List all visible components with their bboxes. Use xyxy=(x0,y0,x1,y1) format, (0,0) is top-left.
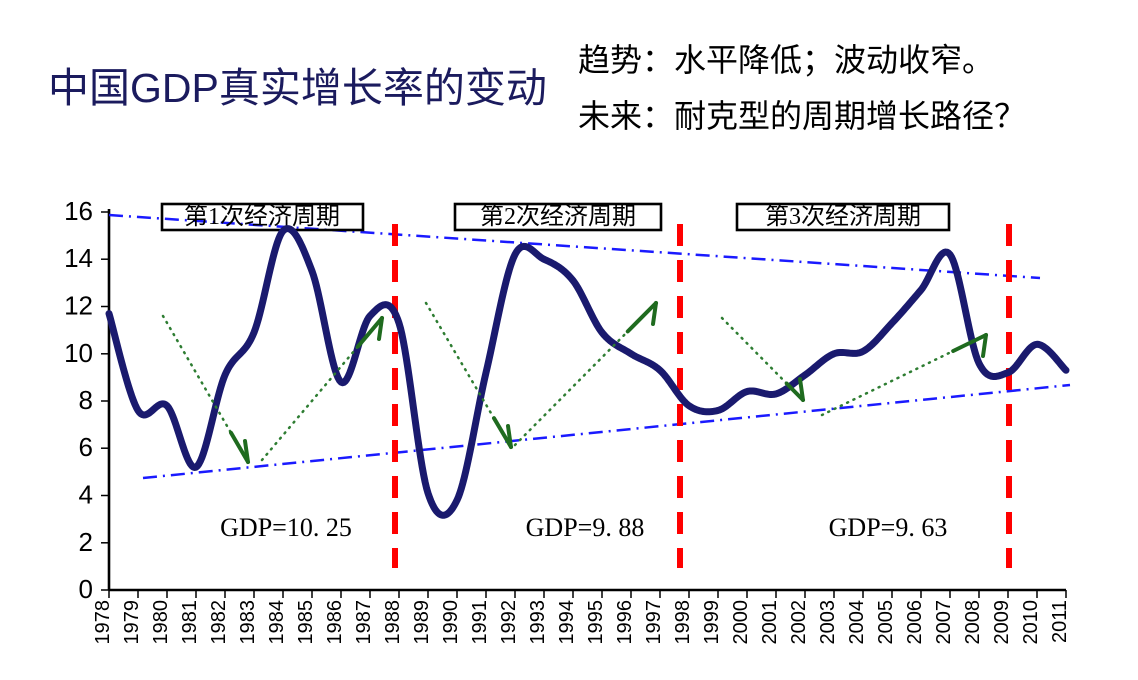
svg-text:1995: 1995 xyxy=(585,600,607,645)
svg-text:1990: 1990 xyxy=(440,600,462,645)
svg-text:第3次经济周期: 第3次经济周期 xyxy=(765,203,921,230)
svg-text:8: 8 xyxy=(79,385,93,415)
svg-text:1982: 1982 xyxy=(208,600,230,645)
svg-text:1988: 1988 xyxy=(382,600,404,645)
svg-text:2002: 2002 xyxy=(788,600,810,645)
svg-text:1998: 1998 xyxy=(672,600,694,645)
svg-text:2007: 2007 xyxy=(933,600,955,645)
svg-text:4: 4 xyxy=(79,480,93,510)
svg-text:2008: 2008 xyxy=(962,600,984,645)
svg-text:1985: 1985 xyxy=(295,600,317,645)
svg-text:2006: 2006 xyxy=(904,600,926,645)
svg-text:1979: 1979 xyxy=(121,600,143,645)
svg-text:2003: 2003 xyxy=(817,600,839,645)
svg-text:1992: 1992 xyxy=(498,600,520,645)
svg-text:1996: 1996 xyxy=(614,600,636,645)
svg-text:2000: 2000 xyxy=(730,600,752,645)
svg-text:2011: 2011 xyxy=(1049,600,1071,643)
svg-text:16: 16 xyxy=(64,196,93,226)
svg-text:14: 14 xyxy=(64,243,93,273)
svg-text:10: 10 xyxy=(64,338,93,368)
svg-text:2001: 2001 xyxy=(759,600,781,645)
svg-text:2005: 2005 xyxy=(875,600,897,645)
svg-text:1978: 1978 xyxy=(92,600,114,645)
svg-text:GDP=9. 63: GDP=9. 63 xyxy=(829,513,948,542)
svg-text:1989: 1989 xyxy=(411,600,433,645)
svg-text:1980: 1980 xyxy=(150,600,172,645)
svg-text:第1次经济周期: 第1次经济周期 xyxy=(184,203,340,230)
svg-text:1987: 1987 xyxy=(353,600,375,645)
svg-text:1997: 1997 xyxy=(643,600,665,645)
svg-text:1981: 1981 xyxy=(179,600,201,645)
svg-text:1986: 1986 xyxy=(324,600,346,645)
svg-text:2: 2 xyxy=(79,527,93,557)
svg-text:1993: 1993 xyxy=(527,600,549,645)
svg-text:第2次经济周期: 第2次经济周期 xyxy=(480,203,636,230)
svg-text:GDP=10. 25: GDP=10. 25 xyxy=(220,513,352,542)
svg-text:1991: 1991 xyxy=(469,600,491,645)
svg-text:2004: 2004 xyxy=(846,600,868,645)
svg-text:2009: 2009 xyxy=(991,600,1013,645)
svg-text:6: 6 xyxy=(79,432,93,462)
svg-text:1983: 1983 xyxy=(237,600,259,645)
svg-text:GDP=9. 88: GDP=9. 88 xyxy=(526,513,645,542)
svg-text:0: 0 xyxy=(79,574,93,604)
svg-text:1984: 1984 xyxy=(266,600,288,645)
svg-text:1999: 1999 xyxy=(701,600,723,645)
svg-text:12: 12 xyxy=(64,291,93,321)
svg-text:2010: 2010 xyxy=(1020,600,1042,645)
svg-text:1994: 1994 xyxy=(556,600,578,645)
